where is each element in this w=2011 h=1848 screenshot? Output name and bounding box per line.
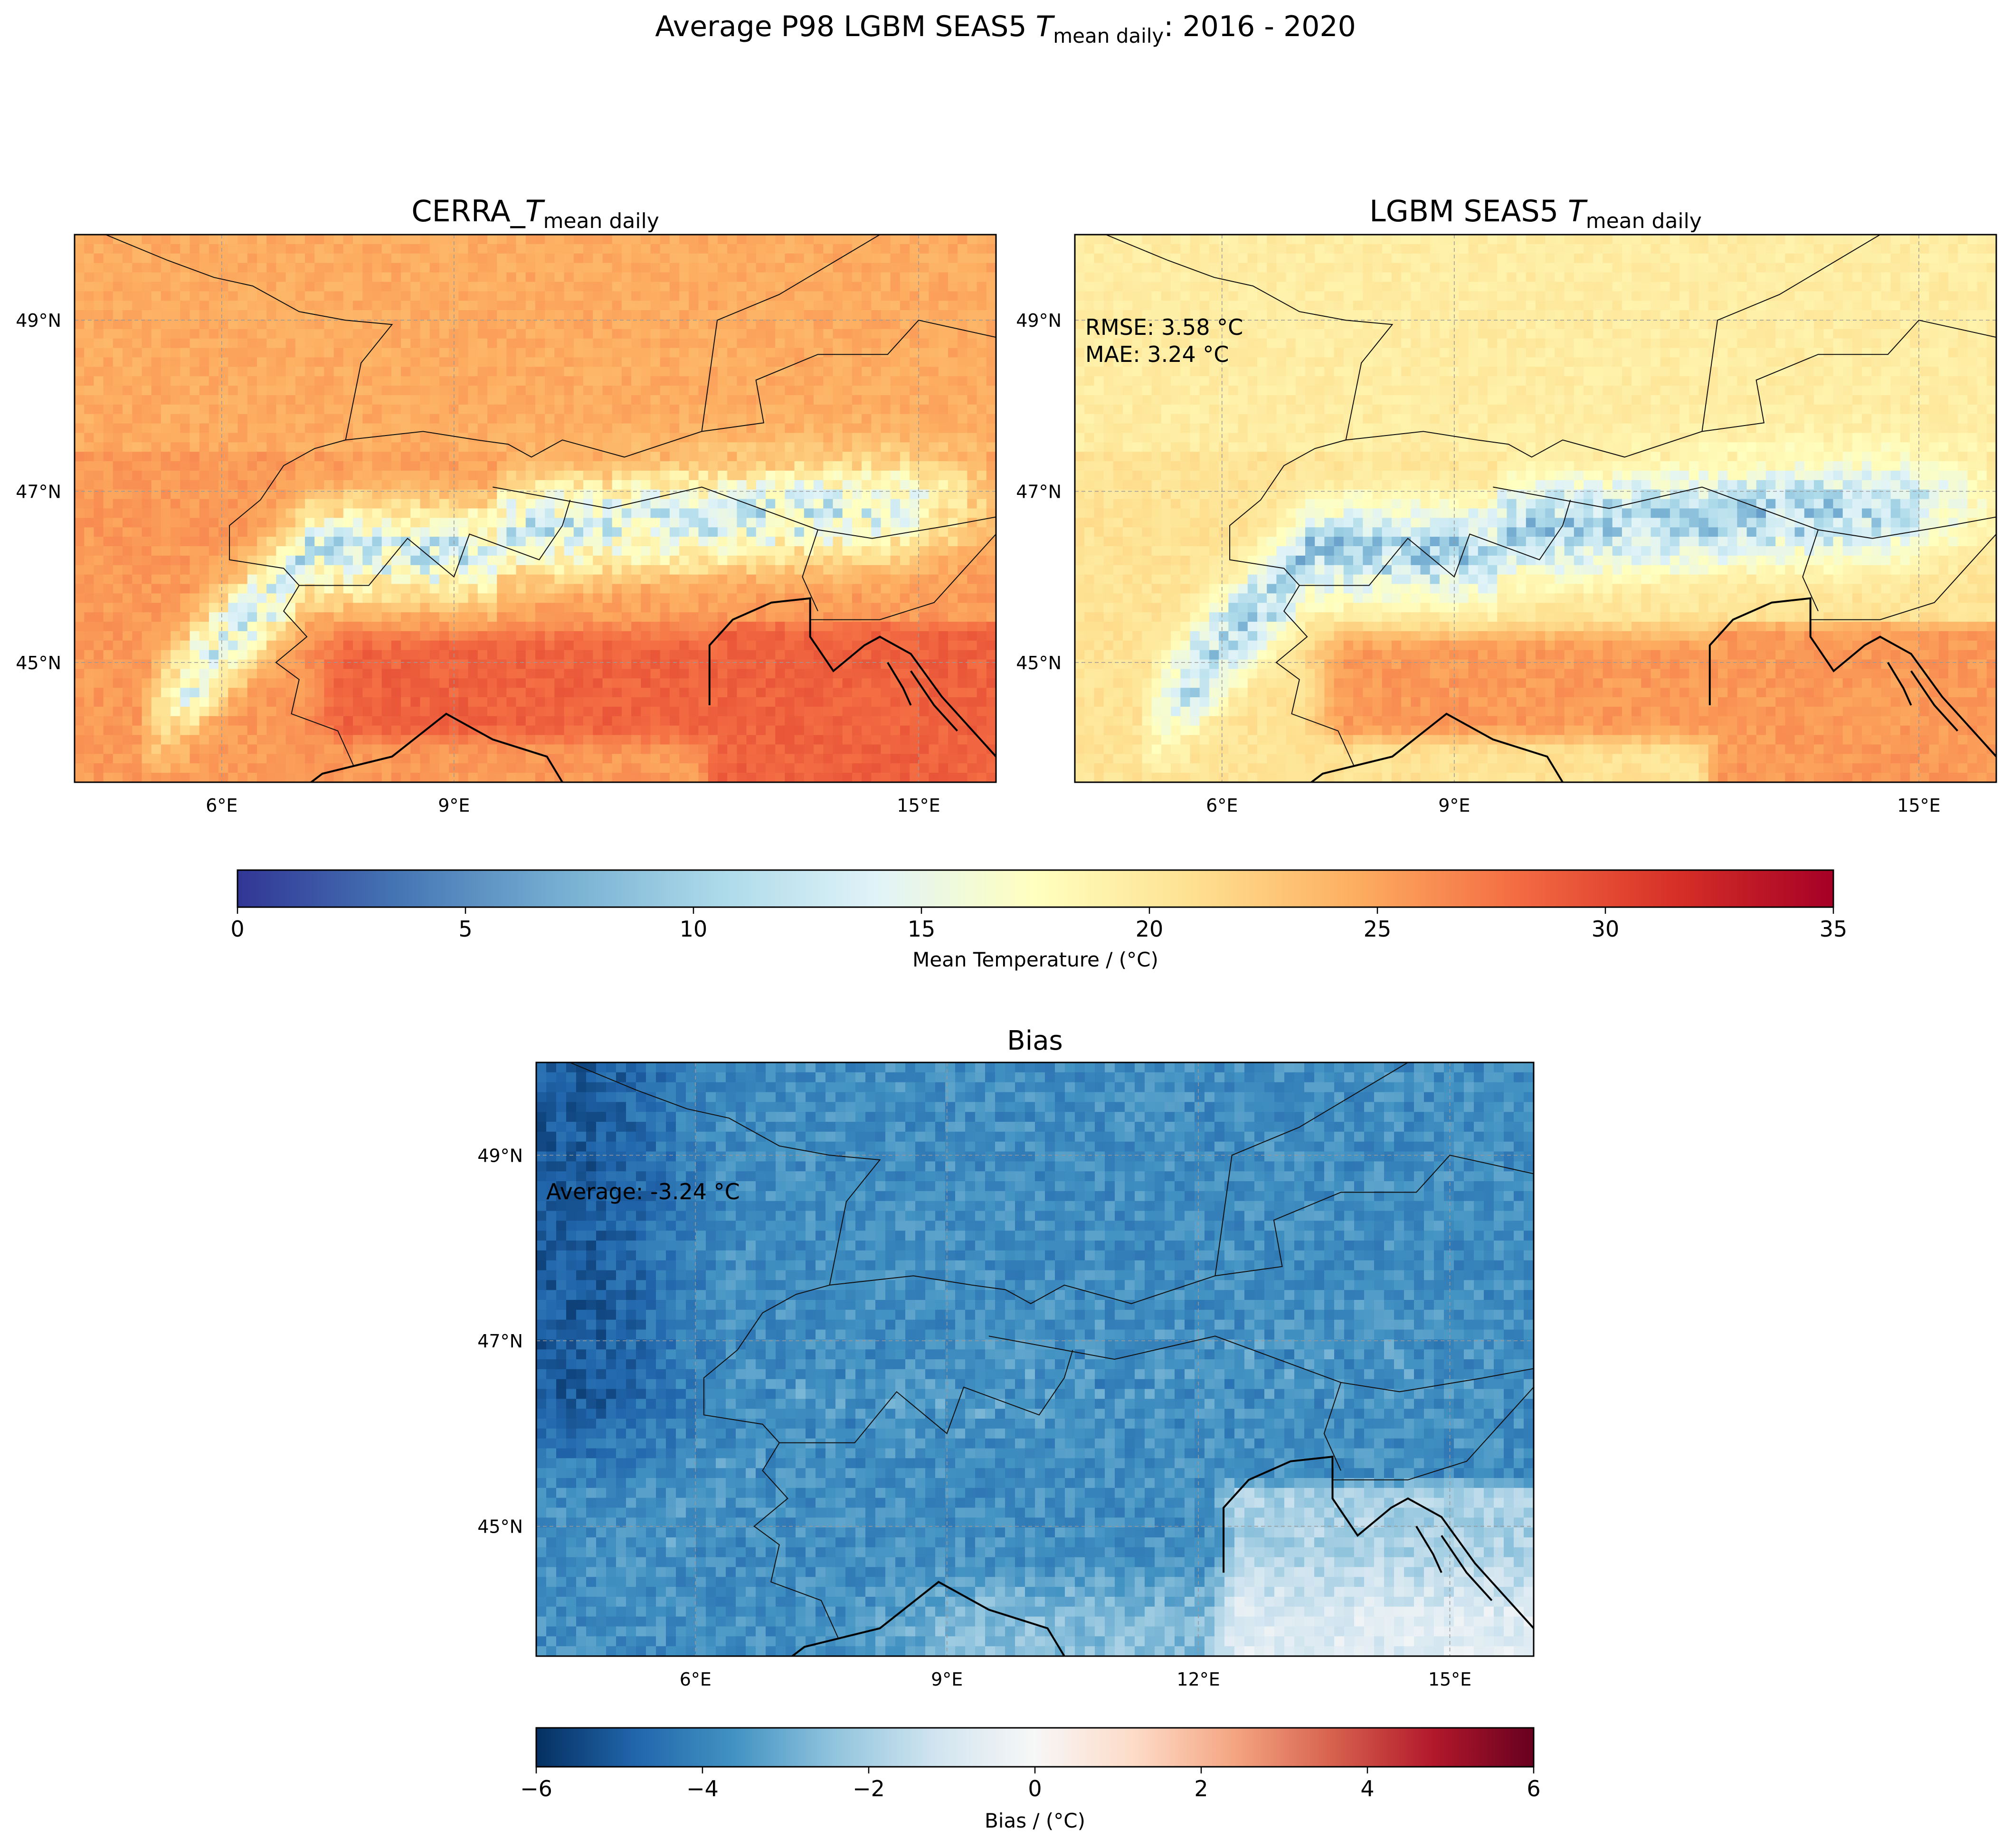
colorbar-tick-label: 6 — [1527, 1776, 1540, 1801]
colorbar-tick-label: 0 — [230, 916, 244, 942]
bias-colorbar-gradient — [535, 1727, 1535, 1768]
colorbar-tick-label: 30 — [1592, 916, 1620, 942]
panel-lgbm: LGBM SEAS5 Tmean daily RMSE: 3.58 °C MAE… — [1016, 194, 1997, 816]
x-tick-label: 6°E — [206, 795, 237, 816]
y-tick-label: 45°N — [16, 653, 61, 673]
temperature-colorbar-gradient — [237, 869, 1834, 908]
colorbar-tick-label: 10 — [680, 916, 708, 942]
colorbar-tick-label: −2 — [853, 1776, 885, 1801]
colorbar-tick-label: −6 — [520, 1776, 552, 1801]
cerra-tick-labels: 6°E 9°E 15°E 45°N 47°N 49°N — [16, 310, 940, 816]
colorbar-tick-label: −4 — [686, 1776, 719, 1801]
y-tick-label: 47°N — [16, 481, 61, 502]
lgbm-temperature-field — [1075, 235, 1996, 782]
bias-tick-labels: 6°E 9°E 12°E 15°E 45°N 47°N 49°N — [477, 1145, 1471, 1690]
y-tick-label: 49°N — [477, 1145, 523, 1166]
bias-colorbar-ticks: −6 −4 −2 0 2 4 6 — [520, 1767, 1541, 1801]
x-tick-label: 6°E — [1206, 795, 1238, 816]
y-tick-label: 45°N — [477, 1516, 523, 1537]
bias-average-annotation: Average: -3.24 °C — [546, 1179, 740, 1204]
temperature-colorbar-ticks: 0 5 10 15 20 25 30 35 — [230, 907, 1847, 942]
lgbm-axes-frame — [1074, 234, 1997, 783]
panel-cerra: CERRA_Tmean daily 6°E 9°E 15°E 45°N 47°N 49°N — [16, 194, 997, 816]
colorbar-tick-label: 4 — [1360, 1776, 1374, 1801]
panel-lgbm-title: LGBM SEAS5 Tmean daily — [1369, 194, 1702, 233]
y-tick-label: 49°N — [16, 310, 61, 331]
panel-bias-title: Bias — [1007, 1025, 1062, 1056]
cerra-axes-frame — [74, 234, 997, 783]
colorbar-tick-label: 2 — [1194, 1776, 1208, 1801]
temperature-colorbar: 0 5 10 15 20 25 30 35 Mean Temperature / (°C) — [230, 869, 1847, 971]
colorbar-tick-label: 25 — [1364, 916, 1392, 942]
cerra-temperature-field — [75, 235, 996, 782]
bias-colorbar-label: Bias / (°C) — [985, 1809, 1085, 1832]
x-tick-label: 15°E — [1897, 795, 1940, 816]
bias-axes-frame — [535, 1061, 1535, 1657]
x-tick-label: 6°E — [680, 1669, 711, 1690]
panel-bias: Bias Average: -3.24 °C 6°E 9°E 12°E 15°E 45°… — [477, 1025, 1535, 1690]
panel-cerra-title: CERRA_Tmean daily — [411, 194, 659, 233]
y-tick-label: 49°N — [1016, 310, 1062, 331]
bias-colorbar: −6 −4 −2 0 2 4 6 Bias / (°C) — [520, 1727, 1541, 1832]
bias-field — [536, 1062, 1534, 1656]
colorbar-tick-label: 20 — [1136, 916, 1164, 942]
x-tick-label: 9°E — [1438, 795, 1470, 816]
figure-suptitle: Average P98 LGBM SEAS5 Tmean daily: 2016… — [655, 10, 1356, 47]
colorbar-tick-label: 5 — [458, 916, 472, 942]
lgbm-tick-labels: 6°E 9°E 15°E 45°N 47°N 49°N — [1016, 310, 1940, 816]
cerra-borders-coastline — [105, 235, 996, 782]
colorbar-tick-label: 35 — [1820, 916, 1848, 942]
x-tick-label: 15°E — [1428, 1669, 1471, 1690]
lgbm-mae-annotation: MAE: 3.24 °C — [1085, 341, 1229, 367]
y-tick-label: 47°N — [1016, 481, 1062, 502]
x-tick-label: 9°E — [438, 795, 470, 816]
colorbar-tick-label: 0 — [1028, 1776, 1042, 1801]
x-tick-label: 9°E — [931, 1669, 963, 1690]
x-tick-label: 15°E — [897, 795, 940, 816]
colorbar-tick-label: 15 — [908, 916, 936, 942]
x-tick-label: 12°E — [1176, 1669, 1220, 1690]
y-tick-label: 47°N — [477, 1331, 523, 1352]
lgbm-rmse-annotation: RMSE: 3.58 °C — [1085, 314, 1243, 340]
bias-borders-coastline — [569, 1062, 1534, 1656]
y-tick-label: 45°N — [1016, 653, 1062, 673]
lgbm-borders-coastline — [1105, 235, 1996, 782]
temperature-colorbar-label: Mean Temperature / (°C) — [912, 948, 1158, 971]
